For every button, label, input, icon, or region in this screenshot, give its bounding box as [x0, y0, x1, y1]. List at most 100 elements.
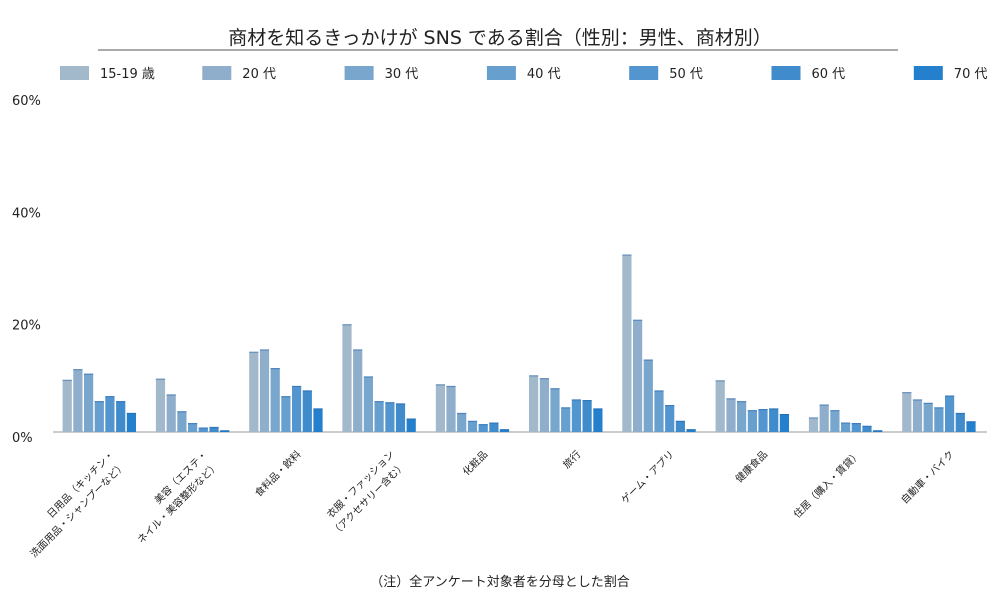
bar-top-edge: [571, 399, 581, 401]
bar: [126, 412, 136, 432]
bar: [395, 403, 406, 432]
bar: [550, 388, 560, 432]
bar: [622, 254, 632, 432]
legend-swatch: [629, 66, 659, 80]
bar: [715, 380, 725, 432]
bar-top-edge: [177, 411, 187, 413]
x-tick-label-line: 自動車・バイク: [898, 448, 957, 507]
bar-top-edge: [808, 417, 819, 419]
x-tick-label-line: 住居（購入・賃貸）: [791, 448, 864, 521]
bar: [249, 351, 259, 432]
x-tick-label: 健康食品: [733, 448, 770, 485]
bar-top-edge: [105, 396, 115, 398]
bar: [862, 425, 872, 432]
bar: [313, 408, 323, 432]
bar-top-edge: [945, 395, 955, 397]
bar-top-edge: [126, 412, 136, 415]
bar-top-edge: [715, 380, 725, 382]
bar-top-edge: [188, 423, 198, 425]
bar-top-edge: [923, 402, 933, 404]
bar: [873, 430, 883, 432]
bar: [737, 401, 747, 432]
bar: [945, 395, 955, 432]
legend-label: 15-19 歳: [100, 67, 155, 82]
bar-top-edge: [209, 426, 219, 429]
bar: [851, 423, 861, 432]
bar: [374, 401, 384, 432]
bar: [467, 420, 478, 432]
bar-top-edge: [769, 408, 779, 410]
bar-top-edge: [643, 359, 653, 361]
bar-top-edge: [862, 425, 872, 427]
bar-top-edge: [62, 379, 72, 381]
bar: [966, 421, 976, 432]
bar-top-edge: [374, 401, 384, 403]
bar-top-edge: [489, 422, 499, 424]
bar-top-edge: [966, 421, 976, 423]
legend-swatch: [202, 66, 232, 80]
bar-top-edge: [819, 404, 829, 406]
bar-top-edge: [155, 378, 166, 380]
x-tick-label: 食料品・飲料: [252, 448, 304, 500]
x-tick-label: 日用品（キッチン・洗面用品・シャンプーなど）: [28, 448, 128, 560]
bar: [435, 384, 445, 432]
bar-top-edge: [220, 430, 230, 432]
bar: [955, 412, 965, 432]
bar-top-edge: [446, 385, 456, 388]
x-tick-label-line: 洗面用品・シャンプーなど）: [28, 460, 128, 560]
bar: [675, 420, 685, 432]
bar: [934, 407, 944, 432]
bar-top-edge: [841, 422, 851, 424]
bar: [841, 422, 851, 432]
bar-top-edge: [686, 429, 696, 431]
bar-top-edge: [395, 403, 406, 405]
bar: [686, 429, 696, 432]
bar-top-edge: [363, 376, 373, 378]
x-tick-label: 自動車・バイク: [898, 448, 957, 507]
bar-top-edge: [873, 430, 883, 432]
x-tick-label-line: ネイル・美容整形など）: [135, 459, 222, 546]
bar: [94, 401, 104, 432]
bar-top-edge: [529, 375, 539, 377]
y-tick-label: 0%: [12, 431, 33, 446]
x-axis-labels: 日用品（キッチン・洗面用品・シャンプーなど） 美容（エステ・ネイル・美容整形など）…: [28, 448, 957, 560]
bar: [353, 349, 363, 432]
bar-top-edge: [955, 412, 965, 415]
bar-top-edge: [582, 400, 592, 402]
bar: [406, 418, 416, 432]
bar: [292, 385, 302, 432]
bar: [446, 385, 456, 432]
x-tick-label: 化粧品: [460, 448, 490, 478]
x-tick-label-line: 化粧品: [460, 448, 490, 478]
bar: [769, 408, 779, 432]
bar: [779, 414, 789, 432]
bar-top-edge: [84, 373, 94, 375]
bar-top-edge: [851, 423, 861, 425]
bar-top-edge: [747, 410, 757, 412]
bar: [302, 390, 312, 432]
bar-top-edge: [292, 385, 302, 388]
bar: [665, 405, 675, 432]
bar: [188, 423, 198, 432]
bar: [177, 411, 187, 432]
y-tick-label: 40%: [12, 206, 41, 221]
legend-label: 40 代: [527, 67, 561, 82]
bar: [819, 404, 829, 432]
bar: [62, 379, 72, 432]
legend-swatch: [771, 66, 801, 80]
footnote: （注）全アンケート対象者を分母とした割合: [370, 574, 629, 590]
bar: [209, 426, 219, 432]
bar: [84, 373, 94, 432]
bar: [105, 396, 115, 432]
bar: [155, 378, 166, 432]
bar: [489, 422, 499, 432]
bar-top-edge: [457, 412, 467, 415]
legend-swatch: [913, 66, 943, 80]
x-tick-label: 住居（購入・賃貸）: [791, 448, 864, 521]
bar-top-edge: [654, 390, 664, 392]
legend-swatch: [60, 66, 89, 80]
bar: [259, 349, 270, 432]
bar-top-edge: [281, 396, 291, 398]
bar: [830, 410, 840, 432]
